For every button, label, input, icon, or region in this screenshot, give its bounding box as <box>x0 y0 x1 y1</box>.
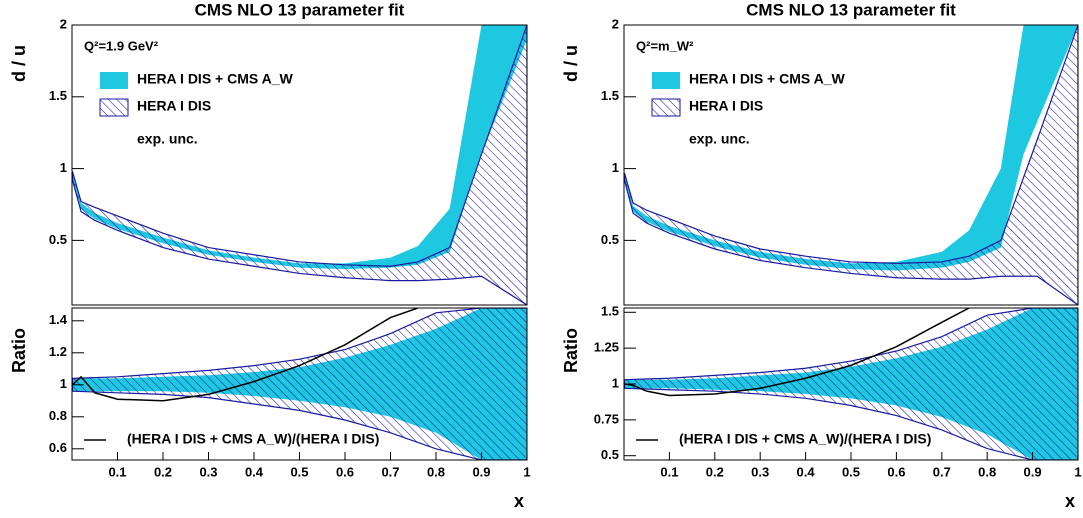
frame <box>71 24 528 306</box>
ratio-line <box>72 308 419 402</box>
x-tick-label: 0.5 <box>290 464 308 479</box>
y-tick-label: 1.5 <box>601 88 619 103</box>
y-axis-label: d / u <box>561 45 581 82</box>
y-tick-label: 2 <box>60 16 67 31</box>
legend-label: (HERA I DIS + CMS A_W)/(HERA I DIS) <box>127 431 379 447</box>
legend-swatch <box>651 98 681 117</box>
legend-note: exp. unc. <box>689 131 750 147</box>
y-tick-label: 1.4 <box>49 312 68 327</box>
legend-label: HERA I DIS <box>689 98 763 114</box>
legend-swatch <box>100 72 128 89</box>
legend-label: HERA I DIS + CMS A_W <box>689 71 845 87</box>
x-tick-label: 0.4 <box>245 464 264 479</box>
legend-swatch <box>652 72 680 89</box>
x-tick-label: 1 <box>523 464 530 479</box>
x-tick-label: 0.1 <box>108 464 126 479</box>
hatched-band <box>624 308 1078 460</box>
x-tick-label: 0.3 <box>751 464 769 479</box>
x-tick-label: 0.1 <box>660 464 678 479</box>
hatched-band <box>624 25 1078 305</box>
filled-band <box>72 25 527 270</box>
legend-note: exp. unc. <box>137 131 198 147</box>
y-tick-label: 1 <box>60 160 67 175</box>
x-tick-label: 0.4 <box>797 464 816 479</box>
annotation: Q²=m_W² <box>636 38 694 53</box>
y-tick-label: 0.5 <box>49 232 67 247</box>
frame <box>623 24 1079 306</box>
plot-area <box>624 25 1078 305</box>
x-tick-label: 0.9 <box>1024 464 1042 479</box>
filled-band <box>624 25 1078 271</box>
x-tick-label: 0.9 <box>472 464 490 479</box>
y-tick-label: 0.5 <box>601 447 619 462</box>
y-axis-label: d / u <box>9 45 29 82</box>
plot-area <box>72 308 527 460</box>
x-tick-label: 0.6 <box>336 464 354 479</box>
y-tick-label: 0.8 <box>49 408 67 423</box>
chart-title: CMS NLO 13 parameter fit <box>195 0 405 19</box>
hatched-band <box>72 25 527 305</box>
y-tick-label: 0.5 <box>601 232 619 247</box>
y-tick-label: 1 <box>612 160 619 175</box>
x-tick-label: 0.8 <box>427 464 445 479</box>
x-tick-label: 0.3 <box>199 464 217 479</box>
y-tick-label: 2 <box>612 16 619 31</box>
y-tick-label: 0.75 <box>594 411 619 426</box>
y-tick-label: 1.2 <box>49 344 67 359</box>
x-tick-label: 1 <box>1074 464 1081 479</box>
plot-area <box>72 25 527 305</box>
x-tick-label: 0.6 <box>887 464 905 479</box>
y-tick-label: 1.25 <box>594 340 619 355</box>
y-tick-label: 1.5 <box>49 88 67 103</box>
plot-area <box>624 308 1078 460</box>
x-axis-label: x <box>1065 491 1075 511</box>
x-tick-label: 0.2 <box>706 464 724 479</box>
x-tick-label: 0.2 <box>154 464 172 479</box>
y-axis-label: Ratio <box>561 328 581 373</box>
x-tick-label: 0.7 <box>381 464 399 479</box>
legend-swatch <box>99 98 129 117</box>
y-axis-label: Ratio <box>9 328 29 373</box>
y-tick-label: 1 <box>60 376 67 391</box>
x-tick-label: 0.5 <box>842 464 860 479</box>
legend-label: (HERA I DIS + CMS A_W)/(HERA I DIS) <box>679 431 931 447</box>
chart-title: CMS NLO 13 parameter fit <box>746 0 956 19</box>
legend-label: HERA I DIS <box>137 98 211 114</box>
x-tick-label: 0.8 <box>978 464 996 479</box>
annotation: Q²=1.9 GeV² <box>84 38 159 53</box>
ratio-line <box>624 308 970 397</box>
x-axis-label: x <box>514 491 524 511</box>
legend-label: HERA I DIS + CMS A_W <box>137 71 293 87</box>
y-tick-label: 0.6 <box>49 440 67 455</box>
x-tick-label: 0.7 <box>933 464 951 479</box>
y-tick-label: 1.5 <box>601 304 619 319</box>
y-tick-label: 1 <box>612 375 619 390</box>
